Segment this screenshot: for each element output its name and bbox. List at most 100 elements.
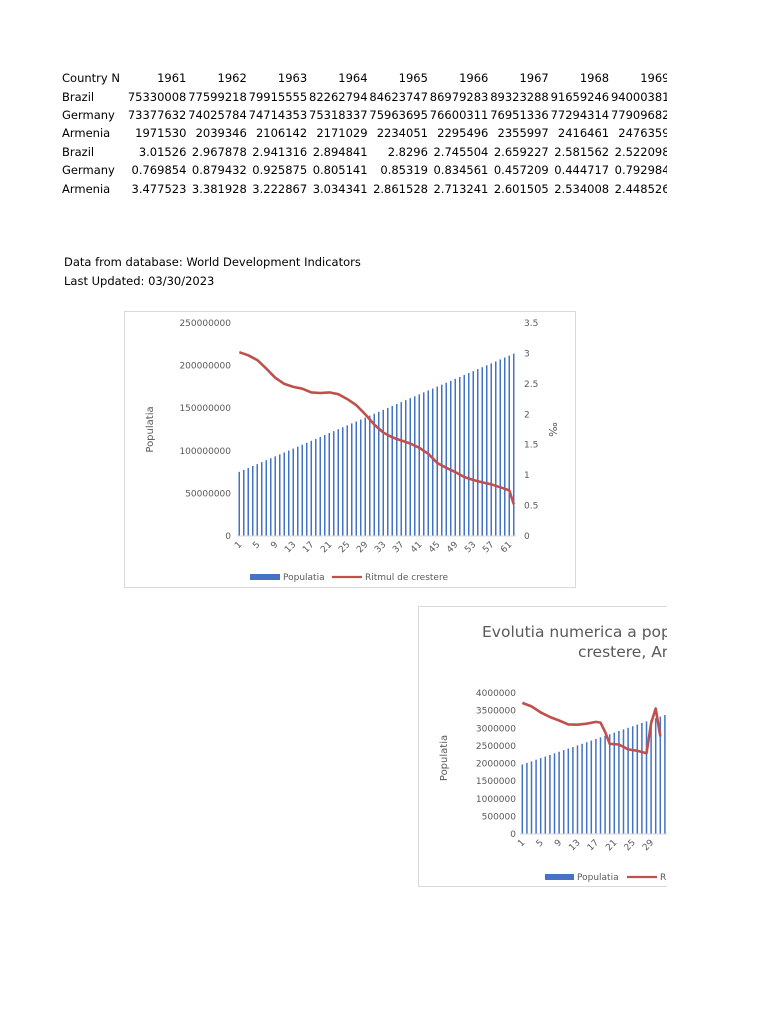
table-cell[interactable]: 2.534008 [554,181,610,196]
x-tick-label: 13 [567,838,582,853]
population-bar [608,734,611,834]
table-cell[interactable]: 2171029 [316,126,368,141]
table-cell[interactable]: 2234051 [376,126,428,141]
table-cell[interactable]: 2.861528 [373,181,428,196]
table-cell[interactable]: 91659246 [550,89,610,104]
table-cell[interactable]: 74714353 [248,107,308,122]
table-cell[interactable]: 0.444717 [554,163,610,178]
table-cell[interactable]: 1971530 [135,126,187,141]
header-cell[interactable]: 1968 [579,71,610,86]
table-cell[interactable]: 75318337 [309,107,368,122]
table-cell[interactable]: 2355997 [497,126,549,141]
table-cell[interactable]: 0.457209 [493,163,549,178]
table-cell[interactable]: Germany [62,163,115,178]
table-cell[interactable]: 2.8296 [387,144,428,159]
table-cell[interactable]: 2.601505 [493,181,549,196]
population-bar [526,762,528,834]
y-tick-label: 2500000 [476,742,516,752]
population-bar [427,390,429,536]
population-bar [504,357,506,536]
table-cell[interactable]: 76600311 [429,107,489,122]
header-cell[interactable]: 1963 [277,71,308,86]
population-bar [463,374,465,536]
table-cell[interactable]: 2.894841 [312,144,368,159]
table-cell[interactable]: 77294314 [550,107,610,122]
table-cell[interactable]: 3.381928 [191,181,247,196]
header-cell[interactable]: 1967 [519,71,549,86]
table-cell[interactable]: 73377632 [127,107,187,122]
table-cell[interactable]: 0.879432 [191,163,247,178]
table-cell[interactable]: 2106142 [255,126,308,141]
table-cell[interactable]: 86979283 [429,89,489,104]
header-cell[interactable]: 1965 [398,71,428,86]
x-tick-label: 13 [283,540,298,555]
table-cell[interactable]: 0.769854 [131,163,187,178]
table-cell[interactable]: 3.034341 [312,181,368,196]
table-cell[interactable]: 0.85319 [380,163,428,178]
table-cell[interactable]: 2.941316 [252,144,308,159]
population-bar [373,413,375,536]
table-cell[interactable]: 2.581562 [554,144,610,159]
table-cell[interactable]: 84623747 [369,89,428,104]
table-cell[interactable]: Armenia [62,126,111,141]
table-row: Brazil 3.01526 2.967878 2.941316 2.894841 2.8… [62,143,670,161]
table-cell[interactable]: Armenia [62,181,111,196]
table-cell[interactable]: 3.222867 [252,181,308,196]
table-cell[interactable]: 2.659227 [493,144,549,159]
table-cell[interactable]: 79915555 [248,89,308,104]
population-bar [283,452,285,536]
legend-label-population: Populatia [283,573,325,583]
population-bar [405,400,407,536]
table-cell[interactable]: 75963695 [369,107,428,122]
population-bar [310,440,312,536]
header-cell[interactable]: Country N [62,71,120,86]
table-cell[interactable]: 2416461 [557,126,610,141]
table-cell[interactable]: 2.967878 [191,144,247,159]
population-bar [364,417,366,536]
header-cell[interactable]: 1969 [640,71,670,86]
table-cell[interactable]: 2.713241 [433,181,489,196]
y2-tick-label: 0 [524,532,530,542]
y-tick-label: 1500000 [476,777,516,787]
header-cell[interactable]: 1966 [459,71,489,86]
population-bar [590,740,593,834]
table-cell[interactable]: 2.745504 [433,144,489,159]
table-cell[interactable]: 77909682 [610,107,670,122]
table-cell[interactable]: 75330008 [127,89,187,104]
table-cell[interactable]: 77599218 [188,89,247,104]
table-cell[interactable]: Brazil [62,144,95,159]
x-tick-label: 9 [269,540,280,551]
chart-brazil[interactable]: 0 50000000 100000000 150000000 200000000 2500… [124,311,576,588]
table-cell[interactable]: 3.477523 [131,181,187,196]
population-bar [400,402,402,536]
x-tick-label: 49 [445,540,460,555]
table-cell[interactable]: 76951336 [490,107,549,122]
table-cell[interactable]: 82262794 [309,89,368,104]
table-cell[interactable]: Brazil [62,89,95,104]
population-bar [414,396,416,536]
table-cell[interactable]: 2.448526 [614,181,670,196]
table-cell[interactable]: 89323288 [490,89,549,104]
table-cell[interactable]: 2.522098 [614,144,670,159]
legend-label-population: Populatia [577,873,619,883]
y-tick-label: 0 [510,830,516,840]
header-cell[interactable]: 1962 [217,71,247,86]
header-cell[interactable]: 1964 [338,71,368,86]
table-cell[interactable]: 3.01526 [138,144,187,159]
table-cell[interactable]: 2476359 [618,126,670,141]
table-cell[interactable]: 2039346 [195,126,247,141]
table-cell[interactable]: 94000381 [610,89,670,104]
y2-tick-label: 3.5 [524,319,538,329]
table-cell[interactable]: 0.805141 [312,163,368,178]
table-cell[interactable]: 0.792984 [614,163,670,178]
table-cell[interactable]: 0.925875 [252,163,308,178]
population-bar [306,442,308,536]
table-cell[interactable]: 2295496 [437,126,489,141]
table-cell[interactable]: 74025784 [188,107,247,122]
table-cell[interactable]: Germany [62,107,115,122]
y2-tick-label: 0.5 [524,502,538,512]
growth-rate-line [521,701,662,755]
header-cell[interactable]: 1961 [157,71,187,86]
table-cell[interactable]: 0.834561 [433,163,489,178]
